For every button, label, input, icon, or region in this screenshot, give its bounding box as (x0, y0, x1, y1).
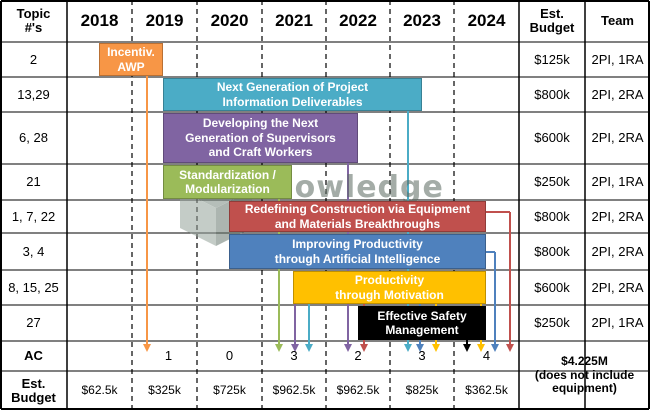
ac-label: AC (24, 348, 43, 364)
arrow-supervisors-2022-head (344, 344, 352, 352)
header-topic: Topic #'s (16, 6, 51, 35)
bar-label: Incentiv. AWP (107, 45, 155, 74)
year-budget-2021: $962.5k (272, 383, 316, 398)
row-budget: $125k (534, 51, 570, 67)
bar-label: Standardization / Modularization (179, 167, 276, 196)
row-budget: $600k (534, 279, 570, 295)
bar-safety-management: Effective Safety Management (358, 306, 486, 340)
est-budget-label: Est. Budget (11, 375, 56, 405)
row-team: 2PI, 1RA (591, 174, 644, 190)
arrow-motivation-2023-head (432, 344, 440, 352)
bar-productivity-ai: Improving Productivity through Artificia… (229, 234, 486, 269)
row-budget: $800k (534, 243, 570, 259)
bar-standardization: Standardization / Modularization (163, 165, 292, 199)
row-team: 2PI, 1RA (591, 315, 644, 331)
year-budget-2019: $325k (148, 383, 181, 398)
total-amount: $4.225M (561, 353, 608, 368)
header-year-2024: 2024 (467, 11, 506, 31)
row-team: 2PI, 1RA (591, 51, 644, 67)
arrow-safety-2024-head (463, 344, 471, 352)
row-topic: 3, 4 (22, 243, 45, 259)
bar-label: Effective Safety Management (377, 308, 467, 337)
arrow-ai-2023-head (416, 344, 424, 352)
bar-label: Productivity through Motivation (335, 273, 444, 302)
ac-value-2018 (67, 341, 132, 371)
header-year-2020: 2020 (210, 11, 249, 31)
arrow-ai-2024-head (491, 344, 499, 352)
bar-next-gen-supervisors: Developing the Next Generation of Superv… (163, 113, 358, 163)
year-budget-2020: $725k (213, 383, 246, 398)
total-budget: $4.225M (does not include equipment) (519, 341, 650, 410)
arrow-redefining-2024-head (506, 344, 514, 352)
year-budget-2023: $825k (405, 383, 439, 398)
ac-value-2020: 0 (225, 348, 234, 364)
bar-label: Improving Productivity through Artificia… (274, 237, 441, 266)
bar-label: Next Generation of Project Information D… (216, 80, 369, 109)
header-year-2023: 2023 (403, 11, 441, 31)
year-budget-2024: $362.5k (465, 383, 508, 398)
bar-productivity-motivation: Productivity through Motivation (293, 271, 486, 304)
year-budget-2022: $962.5k (336, 383, 380, 398)
row-team: 2PI, 2RA (591, 86, 644, 102)
arrow-redefining-2022-head (360, 344, 368, 352)
arrow-deliverables-2023-head (404, 344, 412, 352)
header-team: Team (601, 13, 634, 29)
bar-label: Developing the Next Generation of Superv… (185, 116, 336, 160)
row-team: 2PI, 2RA (591, 208, 644, 224)
row-budget: $600k (534, 130, 570, 146)
row-topic: 27 (26, 315, 41, 331)
row-budget: $800k (534, 208, 570, 224)
row-topic: 21 (26, 174, 41, 190)
row-topic: 1, 7, 22 (11, 208, 56, 224)
row-topic: 6, 28 (19, 130, 48, 146)
row-budget: $800k (534, 86, 570, 102)
ac-value-2024: 4 (482, 348, 491, 364)
arrow-deliverables-2021-head (305, 344, 313, 352)
row-topic: 13,29 (17, 86, 50, 102)
bar-label: Redefining Construction via Equipment an… (244, 202, 471, 231)
ac-value-2019: 1 (164, 348, 173, 364)
bar-next-gen-deliverables: Next Generation of Project Information D… (163, 78, 422, 111)
header-year-2021: 2021 (275, 11, 313, 31)
row-team: 2PI, 2RA (591, 130, 644, 146)
arrow-motivation-2024-head (477, 344, 485, 352)
bar-incentiv-awp: Incentiv. AWP (99, 43, 163, 76)
row-budget: $250k (534, 315, 570, 331)
ac-value-2022: 2 (354, 348, 362, 364)
total-note: (does not include equipment) (534, 367, 635, 396)
row-team: 2PI, 2RA (591, 243, 644, 259)
arrow-supervisors-2021-head (291, 344, 299, 352)
header-year-2019: 2019 (145, 11, 184, 31)
header-year-2022: 2022 (339, 11, 377, 31)
row-topic: 2 (29, 51, 38, 67)
arrow-incentiv-awp-head (143, 344, 151, 352)
row-budget: $250k (534, 174, 570, 190)
row-topic: 8, 15, 25 (8, 279, 59, 295)
ac-value-2021: 3 (290, 348, 298, 364)
row-team: 2PI, 2RA (591, 279, 644, 295)
bar-redefining-construction: Redefining Construction via Equipment an… (229, 201, 486, 232)
arrow-standardization-head (275, 344, 283, 352)
header-year-2018: 2018 (80, 11, 119, 31)
year-budget-2018: $62.5k (81, 383, 118, 398)
ac-value-2023: 3 (418, 348, 426, 364)
header-est-budget: Est. Budget (529, 6, 575, 35)
